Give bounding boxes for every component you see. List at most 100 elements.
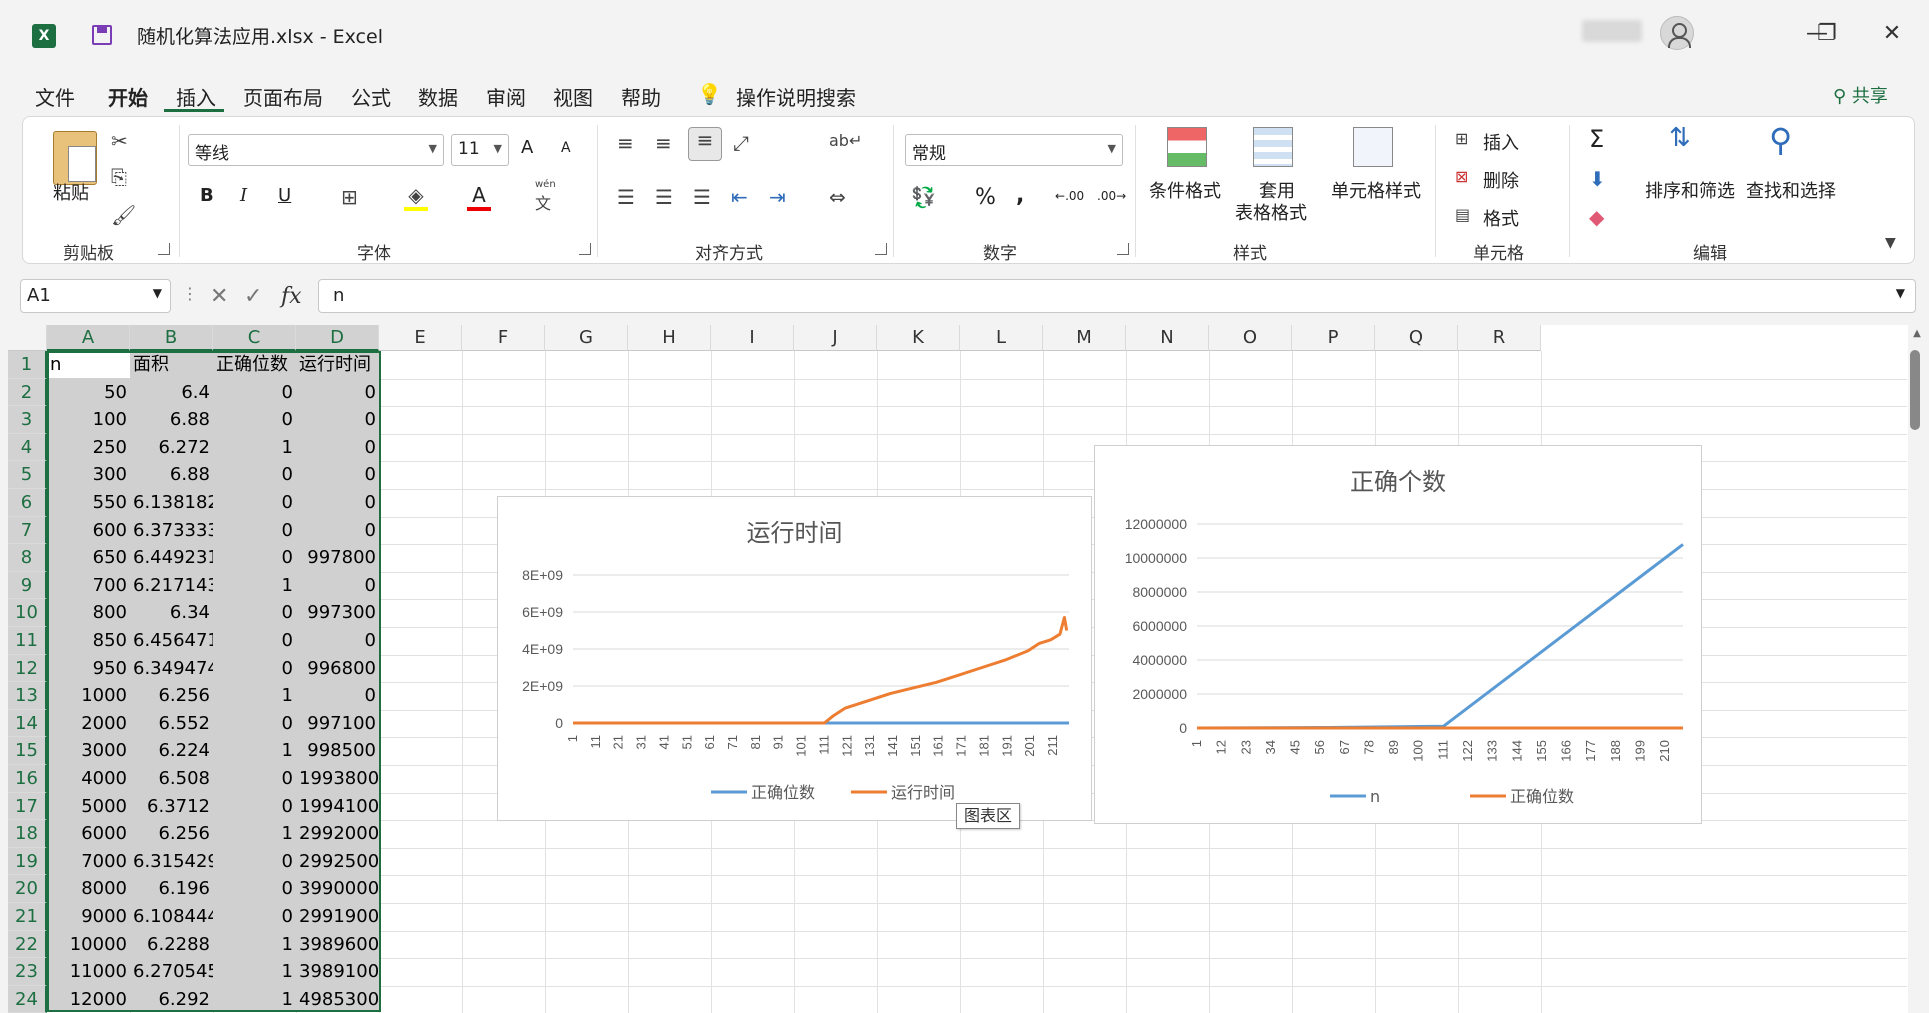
cell-D14[interactable]: 997100 — [307, 712, 376, 734]
cell-B24[interactable]: 6.292 — [158, 988, 210, 1010]
format-cells-icon[interactable]: ▤ — [1455, 205, 1471, 224]
cell-A15[interactable]: 3000 — [81, 740, 127, 762]
clipboard-launcher-icon[interactable] — [158, 243, 170, 255]
user-avatar-icon[interactable] — [1660, 16, 1694, 50]
cell-A3[interactable]: 100 — [92, 409, 127, 431]
column-header-E[interactable]: E — [379, 325, 462, 351]
column-header-Q[interactable]: Q — [1375, 325, 1458, 351]
row-header[interactable]: 18 — [8, 820, 47, 848]
row-header[interactable]: 22 — [8, 930, 47, 959]
cell-B4[interactable]: 6.272 — [158, 436, 210, 458]
shrink-font-button[interactable]: A — [561, 140, 571, 156]
cell-B5[interactable]: 6.88 — [169, 464, 210, 486]
row-header[interactable]: 5 — [8, 461, 47, 489]
cell-C22[interactable]: 1 — [281, 933, 293, 955]
bold-button[interactable]: B — [200, 185, 214, 206]
format-as-table-label1[interactable]: 套用 — [1259, 181, 1295, 202]
number-format-select[interactable]: 常规 ▼ — [905, 134, 1123, 166]
cell-C21[interactable]: 0 — [281, 906, 293, 927]
cell-D15[interactable]: 998500 — [307, 740, 376, 762]
scrollbar-thumb[interactable] — [1910, 350, 1920, 430]
cell-B18[interactable]: 6.256 — [158, 823, 210, 845]
cell-B12[interactable]: 6.349474 — [133, 657, 213, 679]
cell-D9[interactable]: 0 — [364, 574, 376, 596]
increase-decimal-button[interactable]: ←.00 — [1055, 189, 1085, 203]
cell-A10[interactable]: 800 — [92, 602, 127, 624]
chart-runtime[interactable]: 运行时间 0 2E+09 4E+09 6E+09 8E+09 1 11 21 31 41 51 61 7… — [497, 496, 1092, 821]
cell-B13[interactable]: 6.256 — [158, 685, 210, 707]
align-center-icon[interactable]: ☰ — [655, 185, 673, 209]
column-header-A[interactable]: A — [47, 325, 130, 351]
conditional-formatting-icon[interactable] — [1167, 127, 1207, 167]
formula-input[interactable]: n ▼ — [318, 279, 1916, 313]
alignment-launcher-icon[interactable] — [875, 243, 887, 255]
user-name[interactable] — [1582, 20, 1642, 42]
cell-C4[interactable]: 1 — [281, 436, 293, 458]
column-header-G[interactable]: G — [545, 325, 628, 351]
font-family-select[interactable]: 等线 ▼ — [188, 134, 444, 166]
name-box[interactable]: A1 ▼ — [20, 279, 171, 313]
cell-D12[interactable]: 996800 — [307, 657, 376, 679]
cancel-icon[interactable]: ✕ — [210, 284, 229, 309]
tab-file[interactable]: 文件 — [35, 86, 75, 110]
column-header-O[interactable]: O — [1209, 325, 1292, 351]
cell-A8[interactable]: 650 — [92, 547, 127, 569]
cell-C5[interactable]: 0 — [281, 464, 293, 486]
font-size-select[interactable]: 11 ▼ — [451, 134, 509, 166]
row-header[interactable]: 4 — [8, 433, 47, 462]
share-button[interactable]: ⚲ 共享 — [1833, 82, 1888, 108]
cell-D17[interactable]: 1994100 — [299, 795, 379, 817]
cell-D1[interactable]: 运行时间 — [299, 354, 371, 375]
save-icon[interactable] — [92, 25, 112, 45]
row-header[interactable]: 20 — [8, 875, 47, 903]
clear-icon[interactable]: ◆ — [1589, 205, 1605, 229]
row-header[interactable]: 17 — [8, 792, 47, 821]
cell-A9[interactable]: 700 — [92, 574, 127, 596]
number-launcher-icon[interactable] — [1117, 243, 1129, 255]
fill-color-icon[interactable]: ◈ — [404, 183, 428, 211]
cell-C20[interactable]: 0 — [281, 878, 293, 900]
paste-icon[interactable] — [53, 131, 97, 185]
column-header-I[interactable]: I — [711, 325, 794, 351]
phonetic-guide-button[interactable]: wén 文 — [535, 179, 556, 214]
cell-C9[interactable]: 1 — [281, 574, 293, 596]
row-header[interactable]: 10 — [8, 599, 47, 627]
row-header[interactable]: 6 — [8, 489, 47, 517]
cell-B21[interactable]: 6.108444 — [133, 906, 213, 927]
wrap-text-icon[interactable]: ab↵ — [829, 131, 863, 150]
cell-B9[interactable]: 6.217143 — [133, 574, 213, 596]
cell-C16[interactable]: 0 — [281, 768, 293, 789]
row-header[interactable]: 3 — [8, 406, 47, 434]
cell-C1[interactable]: 正确位数 — [216, 354, 288, 375]
align-right-icon[interactable]: ☰ — [693, 185, 711, 209]
cell-A21[interactable]: 9000 — [81, 906, 127, 927]
column-header-P[interactable]: P — [1292, 325, 1375, 351]
increase-indent-icon[interactable]: ⇥ — [769, 185, 786, 209]
row-header[interactable]: 16 — [8, 765, 47, 793]
column-header-B[interactable]: B — [130, 325, 213, 351]
cell-C3[interactable]: 0 — [281, 409, 293, 431]
cell-D22[interactable]: 3989600 — [299, 933, 379, 955]
cell-A22[interactable]: 10000 — [69, 933, 127, 955]
row-header[interactable]: 1 — [8, 351, 47, 379]
column-header-L[interactable]: L — [960, 325, 1043, 351]
column-header-R[interactable]: R — [1458, 325, 1541, 351]
tab-home[interactable]: 开始 — [108, 86, 148, 110]
delete-cells-button[interactable]: 删除 — [1483, 171, 1519, 192]
column-header-D[interactable]: D — [296, 325, 379, 351]
cell-B8[interactable]: 6.449231 — [133, 547, 213, 569]
cell-B10[interactable]: 6.34 — [169, 602, 210, 624]
cell-A20[interactable]: 8000 — [81, 878, 127, 900]
sort-filter-button[interactable]: 排序和筛选 — [1645, 181, 1735, 202]
cell-A18[interactable]: 6000 — [81, 823, 127, 845]
enter-icon[interactable]: ✓ — [244, 284, 263, 309]
cell-D5[interactable]: 0 — [364, 464, 376, 486]
row-header[interactable]: 23 — [8, 958, 47, 986]
row-header[interactable]: 21 — [8, 903, 47, 931]
autosum-button[interactable]: Σ — [1589, 125, 1605, 153]
cell-styles-button[interactable]: 单元格样式 — [1331, 181, 1421, 202]
underline-button[interactable]: U — [278, 185, 292, 206]
cell-B23[interactable]: 6.270545 — [133, 961, 213, 983]
cell-D11[interactable]: 0 — [364, 630, 376, 651]
tab-formulas[interactable]: 公式 — [351, 86, 391, 110]
